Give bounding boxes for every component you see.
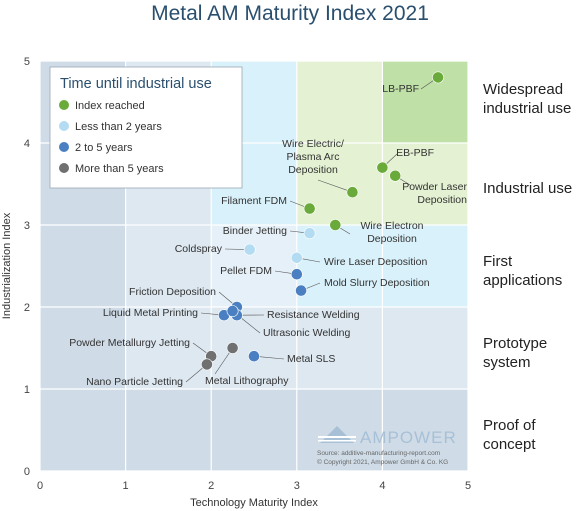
y-tick-label-2: 2	[24, 302, 30, 314]
point-label-nano-particle-jetting: Nano Particle Jetting	[86, 376, 183, 388]
point-label-eb-pbf: EB-PBF	[396, 147, 434, 159]
legend-title: Time until industrial use	[60, 76, 212, 92]
ampower-logo-icon	[318, 426, 356, 443]
point-filament-fdm	[303, 202, 316, 215]
point-metal-sls	[248, 350, 260, 363]
x-tick-label-5: 5	[465, 480, 471, 492]
point-label-wire-electron-deposition: Wire Electron Deposition	[360, 220, 423, 245]
point-label-wire-laser-deposition: Wire Laser Deposition	[324, 256, 427, 268]
band-label-proof-of-concept: Proof of concept	[483, 417, 536, 453]
point-label-resistance-welding: Resistance Welding	[267, 309, 360, 321]
copyright-note: © Copyright 2021, Ampower GmbH & Co. KG	[317, 458, 448, 466]
point-label-liquid-metal-printing: Liquid Metal Printing	[103, 307, 198, 319]
ampower-watermark: AMPOWER Source: additive-manufacturing-r…	[317, 426, 457, 466]
source-note: Source: additive-manufacturing-report.co…	[317, 450, 440, 457]
point-metal-lithography	[226, 342, 239, 354]
y-tick-label-4: 4	[24, 138, 30, 150]
legend-box	[49, 66, 243, 189]
point-label-powder-laser-deposition: Powder Laser Deposition	[402, 181, 467, 206]
band-label-first-applications: First applications	[483, 253, 562, 289]
legend-label-more-than-5-years: More than 5 years	[75, 163, 164, 175]
y-tick-label-0: 0	[24, 466, 30, 478]
y-tick-label-1: 1	[24, 384, 30, 396]
background-zone-6	[382, 61, 468, 143]
data-points	[201, 71, 444, 371]
point-label-friction-deposition: Friction Deposition	[129, 286, 216, 298]
point-label-lb-pbf: LB-PBF	[382, 83, 419, 95]
band-label-prototype-system: Prototype system	[483, 335, 547, 371]
maturity-band-labels: Widespread industrial use Industrial use Fi…	[483, 81, 572, 453]
point-label-metal-lithography: Metal Lithography	[205, 375, 289, 387]
point-label-binder-jetting: Binder Jetting	[223, 225, 287, 237]
point-labels: LB-PBF EB-PBF Powder Laser Deposition Wire E…	[69, 83, 467, 388]
point-mold-slurry-deposition	[295, 284, 307, 297]
legend-marker-index-reached	[59, 100, 69, 110]
axes: 0 1 2 3 4 5 0 1 2 3 4 5	[24, 56, 471, 492]
point-label-powder-metallurgy-jetting: Powder Metallurgy Jetting	[69, 337, 190, 349]
point-wire-laser-deposition	[290, 251, 303, 264]
point-coldspray	[243, 243, 256, 256]
y-tick-label-5: 5	[24, 56, 30, 68]
legend-label-index-reached: Index reached	[75, 100, 145, 112]
point-lb-pbf	[432, 71, 444, 84]
band-label-industrial-use: Industrial use	[483, 180, 572, 197]
point-binder-jetting	[303, 227, 316, 240]
point-wire-electron-deposition	[329, 219, 342, 231]
x-tick-label-0: 0	[37, 480, 43, 492]
x-axis-label: Technology Maturity Index	[190, 497, 318, 509]
point-label-ultrasonic-welding: Ultrasonic Welding	[263, 327, 351, 339]
legend-marker-less-than-2-years	[59, 121, 69, 131]
x-tick-label-1: 1	[123, 480, 129, 492]
y-axis-label: Industrialization Index	[1, 212, 13, 319]
point-nano-particle-jetting	[201, 358, 213, 371]
x-tick-label-2: 2	[208, 480, 214, 492]
legend-label-less-than-2-years: Less than 2 years	[75, 121, 162, 133]
point-label-pellet-fdm: Pellet FDM	[220, 265, 272, 277]
legend-label-2-to-5-years: 2 to 5 years	[75, 142, 133, 154]
point-wire-electric-plasma-arc-deposition	[346, 186, 359, 199]
ampower-brand-name: AMPOWER	[360, 428, 457, 447]
chart-title: Metal AM Maturity Index 2021	[151, 2, 429, 25]
point-pellet-fdm	[290, 268, 303, 281]
point-eb-pbf	[376, 161, 389, 174]
point-label-filament-fdm: Filament FDM	[221, 195, 287, 207]
point-label-mold-slurry-deposition: Mold Slurry Deposition	[324, 277, 430, 289]
band-label-widespread-industrial-use: Widespread industrial use	[483, 81, 571, 117]
legend-marker-more-than-5-years	[59, 163, 69, 173]
point-ultrasonic-welding	[226, 305, 239, 317]
point-powder-laser-deposition	[389, 169, 402, 182]
point-label-wire-electric-plasma-arc-deposition: Wire Electric/Plasma Arc Deposition	[282, 138, 344, 176]
point-label-metal-sls: Metal SLS	[287, 353, 335, 365]
x-tick-label-3: 3	[294, 480, 300, 492]
y-tick-label-3: 3	[24, 220, 30, 232]
point-label-coldspray: Coldspray	[175, 243, 223, 255]
legend: Time until industrial use Index reached Le…	[49, 66, 243, 189]
legend-marker-2-to-5-years	[59, 142, 69, 152]
x-tick-label-4: 4	[379, 480, 385, 492]
connector-wire-electric-plasma-arc-deposition	[317, 179, 353, 193]
